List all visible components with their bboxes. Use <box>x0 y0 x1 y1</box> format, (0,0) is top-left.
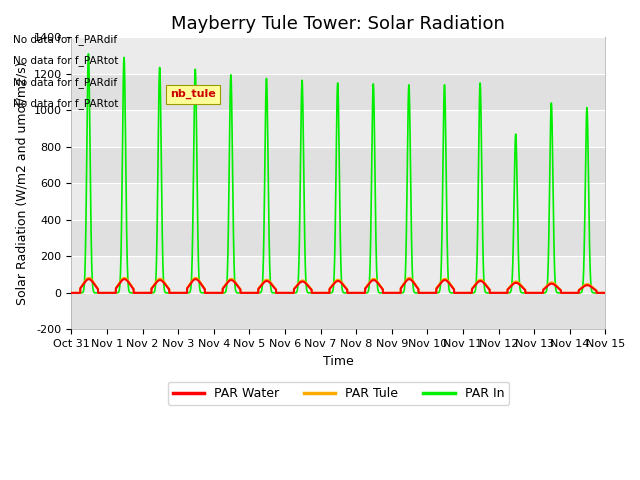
Bar <box>72 37 605 74</box>
Bar <box>72 147 605 183</box>
Y-axis label: Solar Radiation (W/m2 and umol/m2/s): Solar Radiation (W/m2 and umol/m2/s) <box>15 61 28 305</box>
Bar <box>72 183 605 220</box>
Text: No data for f_PARtot: No data for f_PARtot <box>13 55 118 66</box>
Text: No data for f_PARdif: No data for f_PARdif <box>13 34 117 45</box>
Legend: PAR Water, PAR Tule, PAR In: PAR Water, PAR Tule, PAR In <box>168 382 509 405</box>
Bar <box>72 293 605 329</box>
Title: Mayberry Tule Tower: Solar Radiation: Mayberry Tule Tower: Solar Radiation <box>172 15 506 33</box>
Bar <box>72 220 605 256</box>
X-axis label: Time: Time <box>323 355 354 368</box>
Bar <box>72 110 605 147</box>
Bar <box>72 256 605 293</box>
Text: No data for f_PARtot: No data for f_PARtot <box>13 98 118 109</box>
Bar <box>72 74 605 110</box>
Text: nb_tule: nb_tule <box>170 89 216 99</box>
Text: No data for f_PARdif: No data for f_PARdif <box>13 77 117 88</box>
